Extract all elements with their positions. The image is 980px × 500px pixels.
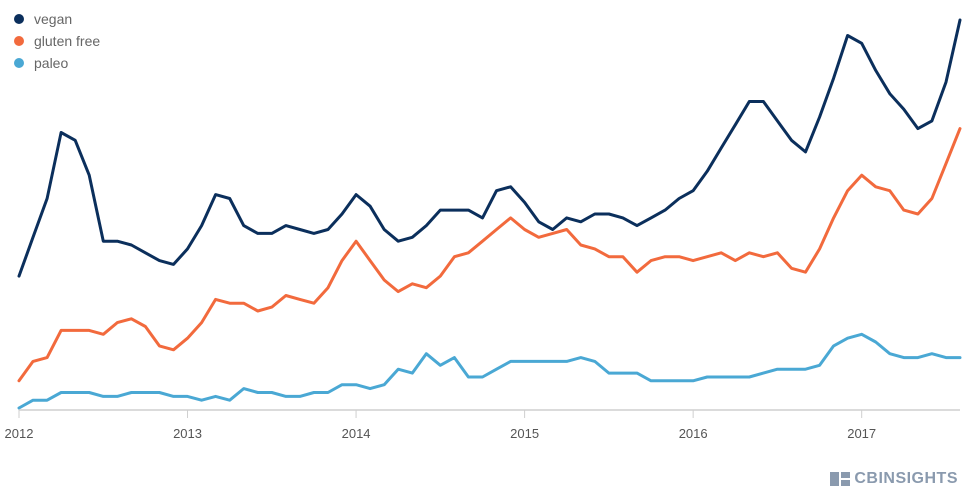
legend-label-vegan: vegan: [34, 11, 73, 27]
brand-logo: CBINSIGHTS: [830, 470, 958, 488]
legend-item-vegan[interactable]: vegan: [14, 8, 100, 30]
legend-label-gluten-free: gluten free: [34, 33, 101, 49]
legend-swatch-paleo: [14, 58, 24, 68]
cb-logo-icon: [830, 472, 851, 486]
legend-item-paleo[interactable]: paleo: [14, 52, 100, 74]
legend: vegan gluten free paleo: [14, 8, 100, 74]
series-line-gluten-free: [17, 127, 962, 383]
legend-item-gluten-free[interactable]: gluten free: [14, 30, 100, 52]
x-tick-label: 2017: [847, 426, 876, 441]
x-axis-ticks: 2012 2013 2014 2015 2016 2017: [5, 410, 876, 441]
legend-swatch-gluten-free: [14, 36, 24, 46]
x-tick-label: 2013: [173, 426, 202, 441]
series-line-paleo: [17, 332, 962, 410]
x-tick-label: 2016: [679, 426, 708, 441]
x-tick-label: 2012: [5, 426, 34, 441]
legend-label-paleo: paleo: [34, 55, 69, 71]
x-tick-label: 2015: [510, 426, 539, 441]
brand-name: CBINSIGHTS: [854, 470, 958, 487]
series-layer: [17, 18, 962, 410]
x-tick-label: 2014: [342, 426, 371, 441]
series-line-vegan: [17, 18, 962, 278]
legend-swatch-vegan: [14, 14, 24, 24]
